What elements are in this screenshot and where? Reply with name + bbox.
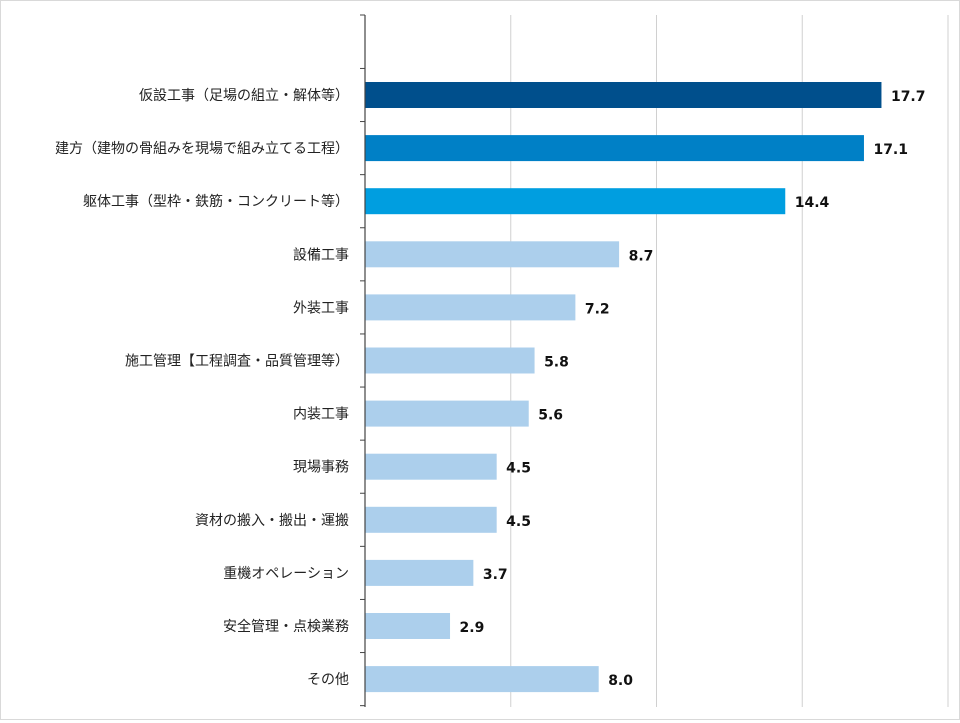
category-label: 外装工事 <box>293 300 349 316</box>
data-label: 4.5 <box>506 514 531 530</box>
category-label: その他 <box>307 672 349 688</box>
bar <box>365 400 529 427</box>
category-label: 施工管理【工程調査・品質管理等） <box>125 353 349 370</box>
bar <box>365 347 535 374</box>
category-label: 設備工事 <box>293 247 349 263</box>
category-label: 仮設工事（足場の組立・解体等） <box>139 87 349 104</box>
category-label: 安全管理・点検業務 <box>223 618 349 635</box>
category-labels: 仮設工事（足場の組立・解体等） 建方（建物の骨組みを現場で組み立てる工程） 躯体工事… <box>55 87 349 688</box>
bar <box>365 453 497 480</box>
data-label: 5.6 <box>538 408 563 424</box>
data-label: 14.4 <box>795 195 830 211</box>
bar <box>365 506 497 533</box>
bars <box>365 82 882 693</box>
bar <box>365 294 576 321</box>
bar <box>365 82 882 108</box>
bar <box>365 666 599 693</box>
category-label: 内装工事 <box>293 407 349 423</box>
value-labels: 17.7 17.1 14.4 8.7 7.2 5.8 5.6 4.5 4.5 3.7 2.9 8.0 <box>460 89 926 689</box>
category-label: 資材の搬入・搬出・運搬 <box>195 513 349 529</box>
data-label: 3.7 <box>483 567 508 583</box>
data-label: 2.9 <box>460 620 485 636</box>
bar <box>365 559 474 586</box>
gridlines <box>510 15 949 707</box>
data-label: 8.0 <box>608 673 633 689</box>
category-axis <box>360 14 366 707</box>
bar <box>365 613 451 639</box>
category-label: 躯体工事（型枠・鉄筋・コンクリート等） <box>83 193 349 210</box>
category-label: 建方（建物の骨組みを現場で組み立てる工程） <box>55 141 349 157</box>
bar <box>365 188 786 215</box>
data-label: 7.2 <box>585 301 610 317</box>
category-label: 重機オペレーション <box>223 566 349 582</box>
bar <box>365 135 864 162</box>
data-label: 5.8 <box>544 355 569 371</box>
data-label: 4.5 <box>506 461 531 477</box>
category-label: 現場事務 <box>293 460 349 476</box>
data-label: 8.7 <box>629 248 654 264</box>
data-label: 17.1 <box>873 142 908 158</box>
bar <box>365 241 620 268</box>
data-label: 17.7 <box>891 89 926 105</box>
